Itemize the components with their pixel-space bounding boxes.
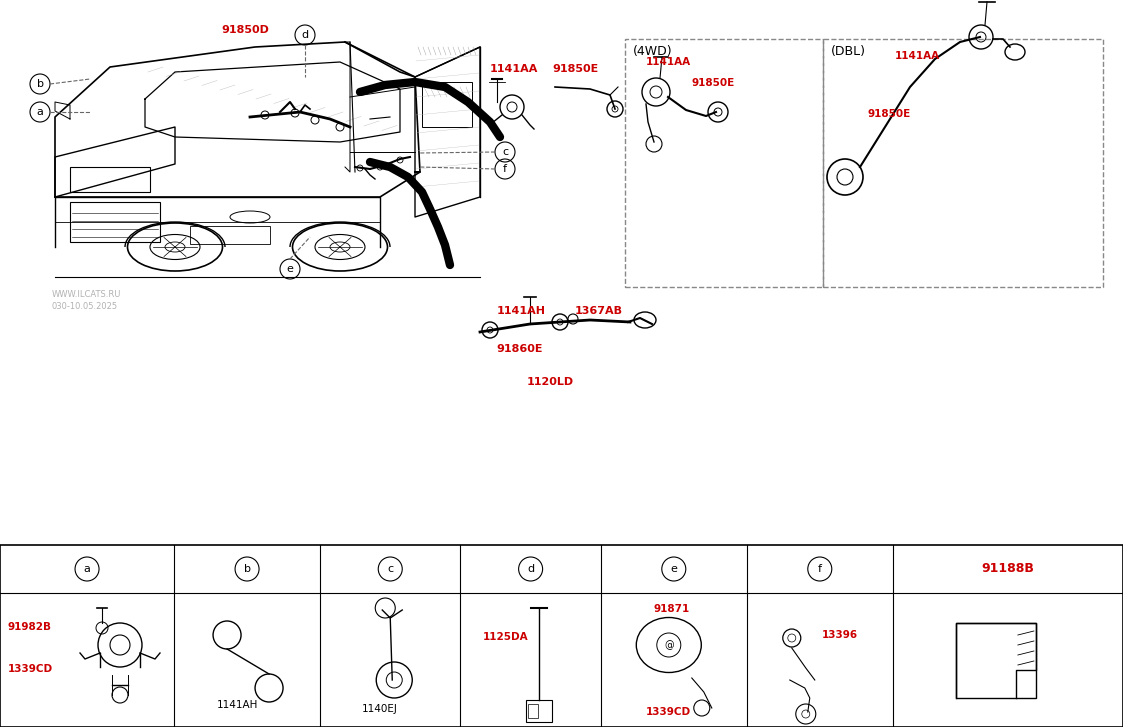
Text: 1140EJ: 1140EJ: [363, 704, 399, 714]
Text: e: e: [286, 264, 293, 274]
Bar: [956, 623, 1035, 698]
Text: 1367AB: 1367AB: [575, 306, 623, 316]
Bar: [190, 226, 270, 244]
Text: b: b: [37, 79, 44, 89]
Text: 1141AH: 1141AH: [497, 306, 546, 316]
Text: 1339CD: 1339CD: [8, 664, 53, 674]
Bar: [70, 202, 159, 242]
Text: 91850D: 91850D: [221, 25, 268, 35]
Text: 1141AH: 1141AH: [217, 700, 258, 710]
Text: 91850E: 91850E: [553, 64, 599, 74]
Text: c: c: [502, 147, 508, 157]
Text: a: a: [83, 564, 91, 574]
Text: (4WD): (4WD): [633, 45, 673, 58]
Bar: [528, 704, 538, 718]
Text: 91982B: 91982B: [8, 622, 52, 632]
Bar: [823, 39, 1103, 287]
Text: 1141AA: 1141AA: [646, 57, 691, 67]
Bar: [70, 167, 150, 192]
Bar: [0, 545, 1123, 727]
Text: e: e: [670, 564, 677, 574]
Text: 91850E: 91850E: [868, 109, 911, 119]
Text: a: a: [37, 107, 44, 117]
Text: 91188B: 91188B: [982, 563, 1034, 576]
Text: b: b: [244, 564, 250, 574]
Text: (DBL): (DBL): [831, 45, 866, 58]
Text: 1120LD: 1120LD: [527, 377, 574, 387]
Text: f: f: [818, 564, 822, 574]
Text: f: f: [503, 164, 506, 174]
Text: @: @: [664, 640, 674, 650]
Text: 91850E: 91850E: [692, 78, 736, 88]
Text: 1339CD: 1339CD: [646, 707, 691, 717]
Bar: [422, 82, 472, 127]
Text: 91860E: 91860E: [496, 344, 542, 354]
Text: 91871: 91871: [654, 604, 690, 614]
Bar: [626, 39, 823, 287]
Text: 1141AA: 1141AA: [895, 51, 940, 61]
Text: 030-10.05.2025: 030-10.05.2025: [52, 302, 118, 311]
Text: c: c: [387, 564, 393, 574]
Text: 13396: 13396: [822, 630, 858, 640]
Text: d: d: [527, 564, 535, 574]
Bar: [526, 700, 551, 722]
Text: d: d: [301, 30, 309, 40]
Text: 1141AA: 1141AA: [490, 64, 538, 74]
Text: WWW.ILCATS.RU: WWW.ILCATS.RU: [52, 290, 121, 299]
Text: 1125DA: 1125DA: [483, 632, 528, 642]
